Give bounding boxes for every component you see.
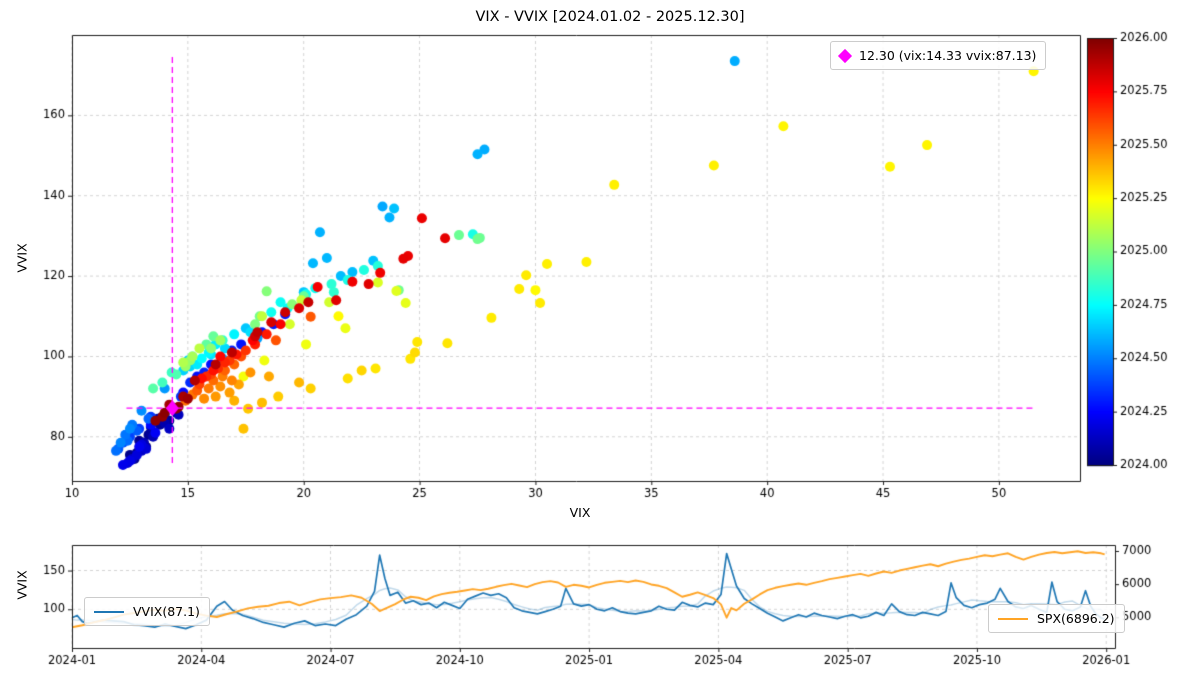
vvix-legend-label: VVIX(87.1) [133, 604, 200, 619]
spx-line-icon [998, 617, 1028, 620]
scatter-legend-label: 12.30 (vix:14.33 vvix:87.13) [859, 48, 1037, 63]
vvix-legend: VVIX(87.1) [84, 597, 210, 626]
spx-legend-label: SPX(6896.2) [1037, 611, 1115, 626]
scatter-legend: 12.30 (vix:14.33 vvix:87.13) [830, 41, 1047, 70]
figure-title: VIX - VVIX [2024.01.02 - 2025.12.30] [475, 9, 745, 25]
timeseries-y-axis-label: VVIX [14, 570, 30, 600]
scatter-y-axis-label: VVIX [14, 243, 30, 273]
diamond-marker-icon [837, 48, 853, 63]
scatter-x-axis-label: VIX [569, 505, 591, 520]
spx-legend: SPX(6896.2) [988, 604, 1125, 633]
vvix-line-icon [94, 610, 124, 613]
